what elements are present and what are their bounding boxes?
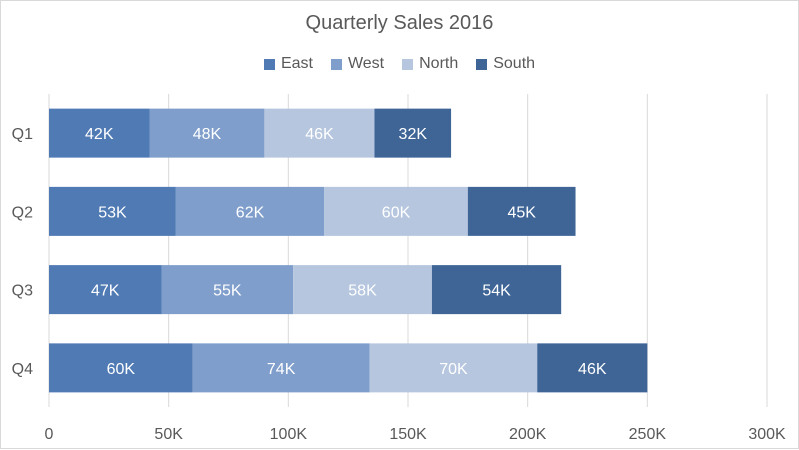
- bar-q1-east: [49, 108, 150, 158]
- data-label-q3-west: 55K: [213, 283, 242, 300]
- chart-title: Quarterly Sales 2016: [305, 12, 494, 34]
- bar-q3-south: [431, 265, 562, 315]
- category-label-q3: Q3: [12, 283, 33, 300]
- bar-q4-north: [369, 343, 538, 393]
- data-label-q4-east: 60K: [107, 361, 136, 378]
- x-tick-label-5: 250K: [629, 426, 667, 443]
- bar-q2-north: [324, 186, 468, 236]
- bar-q2-west: [175, 186, 325, 236]
- legend-label-south: South: [493, 55, 536, 72]
- x-tick-label-0: 0: [45, 426, 54, 443]
- bar-q4-east: [49, 343, 193, 393]
- data-label-q2-north: 60K: [382, 204, 411, 221]
- category-label-q4: Q4: [12, 361, 33, 378]
- bar-q4-south: [537, 343, 648, 393]
- legend-swatch-north: [402, 58, 414, 70]
- data-label-q2-west: 62K: [236, 204, 265, 221]
- legend-swatch-east: [263, 58, 275, 70]
- bar-q2-east: [49, 186, 176, 236]
- data-label-q4-north: 70K: [439, 361, 468, 378]
- legend-item-west: West: [330, 55, 385, 73]
- bar-q1-west: [149, 108, 265, 158]
- bar-q1-north: [264, 108, 375, 158]
- legend-item-north: North: [402, 55, 458, 73]
- bar-q4-west: [192, 343, 370, 393]
- data-label-q2-east: 53K: [98, 204, 127, 221]
- data-label-q1-south: 32K: [399, 126, 428, 143]
- data-label-q1-west: 48K: [193, 126, 222, 143]
- data-label-q1-north: 46K: [305, 126, 334, 143]
- legend-item-east: East: [263, 55, 313, 73]
- x-tick-label-4: 200K: [509, 426, 547, 443]
- data-label-q1-east: 42K: [85, 126, 114, 143]
- bar-q2-south: [467, 186, 576, 236]
- legend: East West North South: [1, 55, 798, 73]
- bar-q1-south: [374, 108, 452, 158]
- legend-swatch-south: [476, 58, 488, 70]
- legend-label-north: North: [419, 55, 459, 72]
- legend-label-west: West: [347, 55, 385, 72]
- x-tick-label-6: 300K: [748, 426, 786, 443]
- data-label-q3-south: 54K: [482, 283, 511, 300]
- bar-q3-west: [161, 265, 294, 315]
- data-label-q4-west: 74K: [267, 361, 296, 378]
- legend-swatch-west: [330, 58, 342, 70]
- x-tick-label-1: 50K: [154, 426, 183, 443]
- x-tick-label-3: 150K: [389, 426, 427, 443]
- legend-item-south: South: [476, 55, 535, 73]
- bar-q3-east: [49, 265, 162, 315]
- data-label-q3-east: 47K: [91, 283, 120, 300]
- x-tick-label-2: 100K: [270, 426, 308, 443]
- legend-label-east: East: [280, 55, 313, 72]
- category-label-q2: Q2: [12, 204, 33, 221]
- data-label-q2-south: 45K: [507, 204, 536, 221]
- data-label-q3-north: 58K: [348, 283, 377, 300]
- bar-q3-north: [293, 265, 432, 315]
- data-label-q4-south: 46K: [578, 361, 607, 378]
- category-label-q1: Q1: [12, 126, 33, 143]
